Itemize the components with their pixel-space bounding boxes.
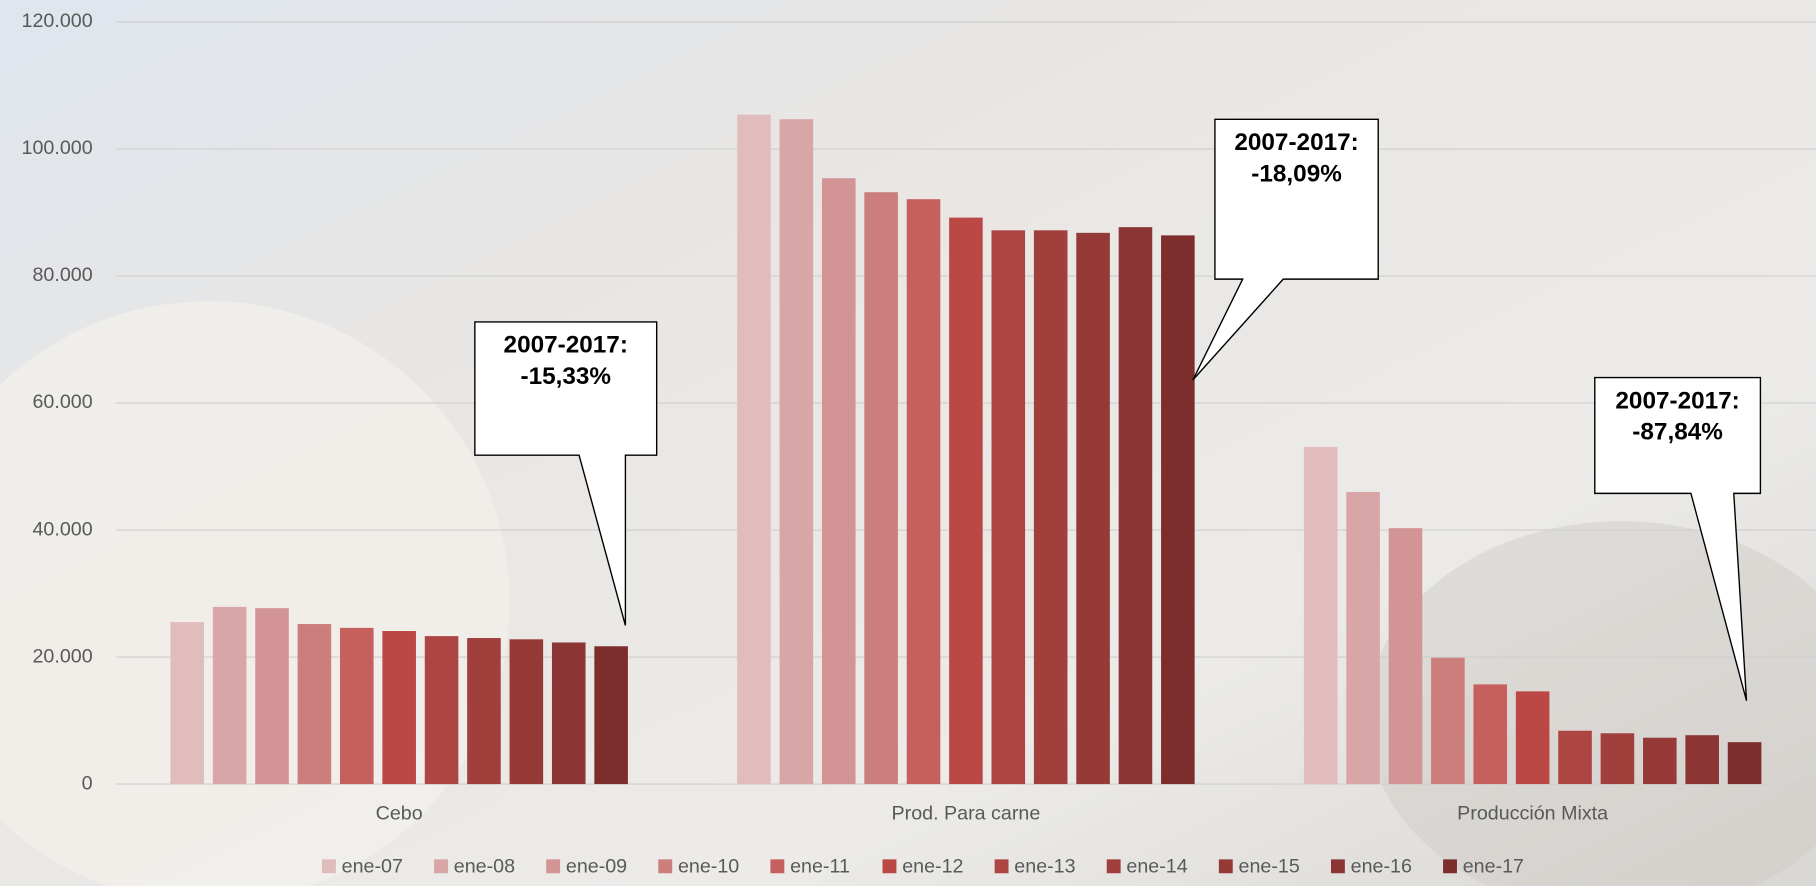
bar bbox=[1643, 737, 1677, 785]
bar bbox=[864, 192, 898, 785]
bar bbox=[1118, 227, 1153, 785]
y-tick-label: 20.000 bbox=[32, 645, 92, 667]
bar bbox=[1076, 232, 1110, 785]
legend-label: ene-15 bbox=[1239, 856, 1300, 878]
bar bbox=[737, 114, 771, 785]
bar bbox=[991, 230, 1026, 785]
legend-swatch bbox=[546, 859, 561, 874]
callout-text: 2007-2017: bbox=[1234, 129, 1358, 156]
bar bbox=[1558, 730, 1592, 785]
legend-label: ene-08 bbox=[454, 856, 515, 878]
legend-swatch bbox=[434, 859, 448, 874]
bar bbox=[906, 199, 941, 785]
legend-swatch bbox=[321, 859, 336, 874]
callout-box bbox=[1594, 376, 1762, 701]
legend-swatch bbox=[770, 859, 785, 874]
legend-swatch bbox=[1443, 859, 1457, 874]
callout-text: -15,33% bbox=[520, 363, 611, 390]
y-tick-label: 100.000 bbox=[22, 137, 93, 159]
legend-label: ene-14 bbox=[1126, 856, 1187, 878]
bar bbox=[467, 638, 501, 785]
bar bbox=[1431, 657, 1465, 785]
legend-swatch bbox=[1106, 859, 1121, 874]
bar bbox=[1600, 733, 1635, 785]
callout-text: 2007-2017: bbox=[1615, 387, 1739, 414]
legend-label: ene-12 bbox=[902, 856, 963, 878]
bar bbox=[424, 636, 459, 785]
bar bbox=[170, 622, 205, 785]
x-tick-label: Cebo bbox=[376, 802, 423, 824]
legend-swatch bbox=[658, 859, 673, 874]
bar bbox=[339, 627, 374, 785]
background-shape bbox=[1366, 521, 1816, 886]
bar bbox=[1033, 230, 1068, 785]
legend-swatch bbox=[1330, 859, 1345, 874]
bar bbox=[1346, 491, 1380, 785]
legend-label: ene-09 bbox=[566, 856, 627, 878]
legend-swatch bbox=[1218, 859, 1233, 874]
bar bbox=[382, 631, 416, 785]
y-tick-label: 0 bbox=[82, 772, 93, 794]
callout-text: -87,84% bbox=[1632, 419, 1723, 446]
legend-label: ene-07 bbox=[342, 856, 403, 878]
bar bbox=[297, 624, 332, 785]
callout-box bbox=[1192, 118, 1379, 381]
bar bbox=[1303, 446, 1338, 785]
y-tick-label: 80.000 bbox=[32, 264, 92, 286]
callout-text: 2007-2017: bbox=[504, 332, 628, 359]
y-tick-label: 40.000 bbox=[32, 518, 92, 540]
bar bbox=[551, 642, 586, 785]
callout-box bbox=[474, 321, 658, 626]
bar bbox=[594, 646, 628, 785]
bar bbox=[1161, 235, 1195, 785]
legend-label: ene-10 bbox=[678, 856, 739, 878]
legend-label: ene-13 bbox=[1014, 856, 1075, 878]
callout-text: -18,09% bbox=[1251, 160, 1342, 187]
bar bbox=[509, 639, 544, 785]
bar bbox=[1388, 528, 1423, 785]
legend-label: ene-17 bbox=[1463, 856, 1524, 878]
legend-label: ene-11 bbox=[790, 856, 850, 878]
bar bbox=[949, 217, 983, 785]
y-tick-label: 60.000 bbox=[32, 391, 92, 413]
bar bbox=[255, 608, 289, 785]
background-shape bbox=[0, 301, 510, 886]
x-tick-label: Prod. Para carne bbox=[892, 802, 1041, 824]
bar bbox=[1685, 735, 1719, 785]
y-tick-label: 120.000 bbox=[22, 10, 93, 32]
bar bbox=[212, 606, 247, 785]
x-tick-label: Producción Mixta bbox=[1457, 802, 1608, 824]
legend-swatch bbox=[882, 859, 897, 874]
legend-swatch bbox=[994, 859, 1009, 874]
bar bbox=[1727, 742, 1762, 785]
bar bbox=[779, 119, 814, 785]
bar bbox=[1515, 691, 1550, 785]
bar bbox=[1473, 684, 1508, 785]
bar bbox=[821, 178, 856, 785]
legend-label: ene-16 bbox=[1351, 856, 1412, 878]
